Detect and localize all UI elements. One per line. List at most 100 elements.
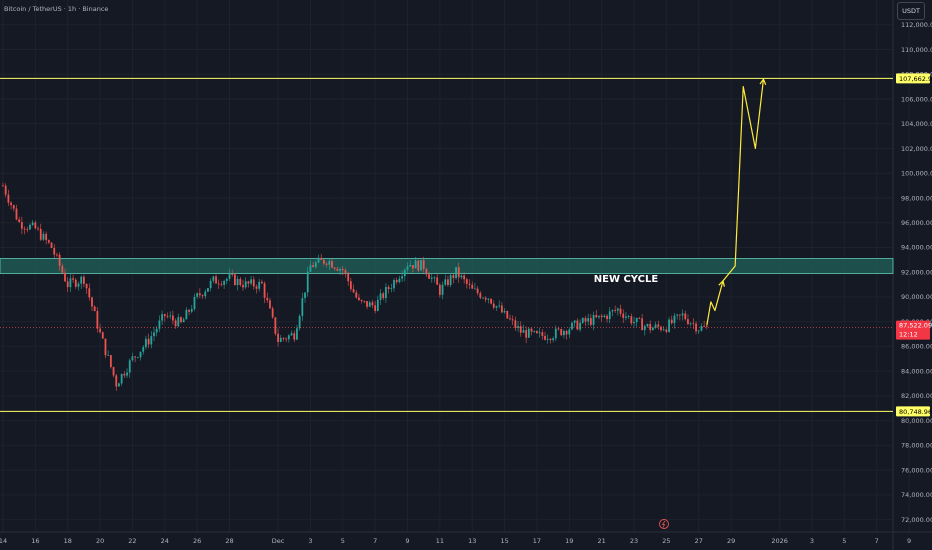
candle-body <box>616 308 619 311</box>
candle-body <box>649 323 652 331</box>
candle-body <box>182 319 185 323</box>
candle-body <box>587 318 590 322</box>
candle-body <box>31 222 34 225</box>
candle-body <box>314 262 317 268</box>
level-label: 80,748.96 <box>899 408 932 416</box>
candle-body <box>358 297 360 300</box>
candle-body <box>239 278 242 285</box>
candle-body <box>285 338 288 340</box>
candle-body <box>598 315 600 318</box>
candle-body <box>465 279 468 284</box>
candle-body <box>171 315 174 321</box>
candle-body <box>379 293 382 300</box>
candle-body <box>449 275 452 286</box>
candle-body <box>447 279 449 286</box>
candle-body <box>390 288 393 290</box>
candle-body <box>592 315 595 325</box>
currency-button[interactable]: USDT <box>897 2 925 20</box>
candle-body <box>163 314 166 317</box>
candle-body <box>684 313 687 320</box>
candle-body <box>552 338 555 340</box>
candle-body <box>511 319 514 321</box>
candle-body <box>193 296 196 309</box>
candle-body <box>584 318 587 322</box>
x-tick-label: 9 <box>405 537 409 545</box>
candle-body <box>77 283 80 287</box>
candle-body <box>482 297 484 299</box>
candle-body <box>579 322 581 330</box>
candle-body <box>600 315 603 318</box>
candle-body <box>533 331 536 332</box>
x-tick-label: 21 <box>598 537 606 545</box>
candle-body <box>371 302 374 306</box>
candle-body <box>83 276 85 284</box>
candle-body <box>72 278 75 280</box>
candle-body <box>4 185 7 195</box>
candle-body <box>703 326 706 327</box>
candle-body <box>188 309 190 312</box>
candle-body <box>619 308 622 314</box>
x-tick-label: 11 <box>436 537 444 545</box>
candle-body <box>166 316 169 317</box>
candle-body <box>363 300 366 302</box>
candle-body <box>247 281 250 284</box>
projection-path <box>706 79 765 326</box>
y-tick-label: 94,000.00 <box>901 244 932 252</box>
candle-body <box>441 284 444 295</box>
candle-body <box>500 305 503 313</box>
candle-body <box>242 284 244 288</box>
candle-body <box>201 295 204 297</box>
candle-body <box>668 319 670 332</box>
candle-body <box>657 324 660 327</box>
x-tick-label: 23 <box>630 537 638 545</box>
candle-body <box>290 333 293 336</box>
candle-body <box>74 279 77 287</box>
candle-body <box>255 286 258 289</box>
candle-body <box>118 383 120 387</box>
candle-body <box>349 281 352 290</box>
candle-body <box>34 222 37 229</box>
candle-body <box>236 278 239 286</box>
candle-body <box>571 322 573 330</box>
candle-body <box>611 310 614 312</box>
x-tick-label: 29 <box>727 537 735 545</box>
candle-body <box>169 315 172 317</box>
candle-body <box>269 300 271 309</box>
candle-body <box>207 288 209 292</box>
candle-body <box>506 310 509 319</box>
candle-body <box>296 328 298 340</box>
candle-body <box>676 314 679 316</box>
candle-body <box>352 289 355 293</box>
y-tick-label: 72,000.00 <box>901 516 932 524</box>
candle-body <box>185 309 188 320</box>
y-tick-label: 106,000.00 <box>901 95 932 103</box>
candle-body <box>660 326 662 330</box>
candle-body <box>503 310 506 313</box>
candle-body <box>190 308 193 312</box>
candle-body <box>368 302 371 307</box>
y-tick-label: 102,000.00 <box>901 145 932 153</box>
candle-body <box>50 242 53 248</box>
y-tick-label: 80,000.00 <box>901 417 932 425</box>
candle-body <box>385 287 387 299</box>
candle-body <box>85 283 88 289</box>
candle-body <box>104 338 107 356</box>
candle-body <box>565 331 568 335</box>
candle-body <box>155 328 158 333</box>
x-tick-label: 2026 <box>771 537 788 545</box>
current-price-label-bg <box>896 320 930 340</box>
candle-body <box>673 315 676 324</box>
candle-body <box>614 310 617 311</box>
candle-body <box>196 293 199 297</box>
new-cycle-zone <box>0 258 894 274</box>
candle-body <box>366 301 368 307</box>
y-tick-label: 110,000.00 <box>901 46 932 54</box>
candle-body <box>468 283 471 285</box>
candle-body <box>436 277 439 285</box>
candle-body <box>271 308 274 318</box>
x-tick-label: 17 <box>533 537 541 545</box>
candle-body <box>471 284 474 289</box>
candle-body <box>42 233 45 240</box>
candle-body <box>538 332 541 334</box>
